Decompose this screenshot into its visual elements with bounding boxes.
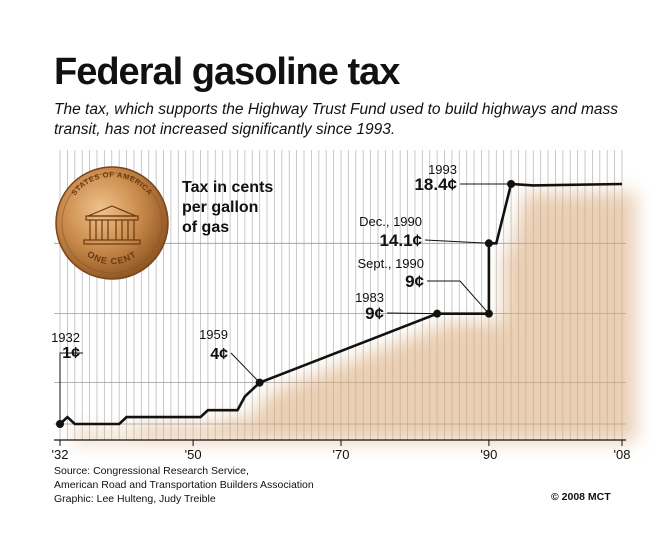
source-line-1: Source: Congressional Research Service, xyxy=(54,465,249,477)
x-tick-label-4: '08 xyxy=(614,447,631,462)
annotation-value-2: 9¢ xyxy=(365,304,384,323)
units-label-line-2: per gallon xyxy=(182,199,258,216)
x-tick-label-1: '50 xyxy=(185,447,202,462)
leader-line-2 xyxy=(386,312,438,315)
penny-icon: STATES OF AMERICA ONE CENT xyxy=(55,166,169,280)
data-point-5 xyxy=(507,180,516,188)
x-tick-label-0: '32 xyxy=(52,447,69,462)
units-label-line-1: Tax in cents xyxy=(182,179,273,196)
leader-line-0 xyxy=(59,352,83,424)
data-point-2 xyxy=(433,309,442,318)
annotation-1: 1959 4¢ xyxy=(199,327,261,383)
data-markers xyxy=(56,180,516,428)
annotation-year-5: 1993 xyxy=(428,162,457,177)
chart-title: Federal gasoline tax xyxy=(54,51,400,93)
tax-series xyxy=(59,182,623,426)
annotation-value-5: 18.4¢ xyxy=(414,175,457,194)
x-axis-ticks: '32 '50 '70 '90 '08 xyxy=(52,440,631,462)
source-line-3: Graphic: Lee Hulteng, Judy Treible xyxy=(54,493,216,505)
units-label: Tax in cents per gallon of gas xyxy=(182,179,273,236)
annotation-year-1: 1959 xyxy=(199,327,228,342)
annotation-year-0: 1932 xyxy=(51,330,80,345)
data-point-4 xyxy=(484,239,493,248)
annotation-value-4: 14.1¢ xyxy=(379,231,422,250)
copyright-credit: © 2008 MCT xyxy=(551,491,611,503)
leader-line-1 xyxy=(230,352,261,383)
data-point-3 xyxy=(484,309,493,318)
leader-line-3 xyxy=(427,280,490,314)
source-line-2: American Road and Transportation Builder… xyxy=(54,479,314,491)
x-tick-label-3: '90 xyxy=(480,447,497,462)
annotation-year-3: Sept., 1990 xyxy=(358,256,425,271)
units-label-line-3: of gas xyxy=(182,219,229,236)
annotation-value-1: 4¢ xyxy=(210,346,228,363)
chart-subtitle: The tax, which supports the Highway Trus… xyxy=(54,101,619,138)
leader-line-4 xyxy=(424,239,489,244)
line-glow xyxy=(74,192,636,442)
annotation-4: Dec., 1990 14.1¢ xyxy=(359,214,489,250)
data-point-0 xyxy=(56,420,64,428)
x-tick-label-2: '70 xyxy=(333,447,350,462)
tax-line xyxy=(59,182,623,426)
memorial-icon xyxy=(83,205,141,245)
glow-area xyxy=(74,192,636,442)
annotation-value-3: 9¢ xyxy=(405,272,424,291)
annotation-year-2: 1983 xyxy=(355,290,384,305)
data-point-1 xyxy=(255,378,264,387)
annotation-year-4: Dec., 1990 xyxy=(359,214,422,229)
